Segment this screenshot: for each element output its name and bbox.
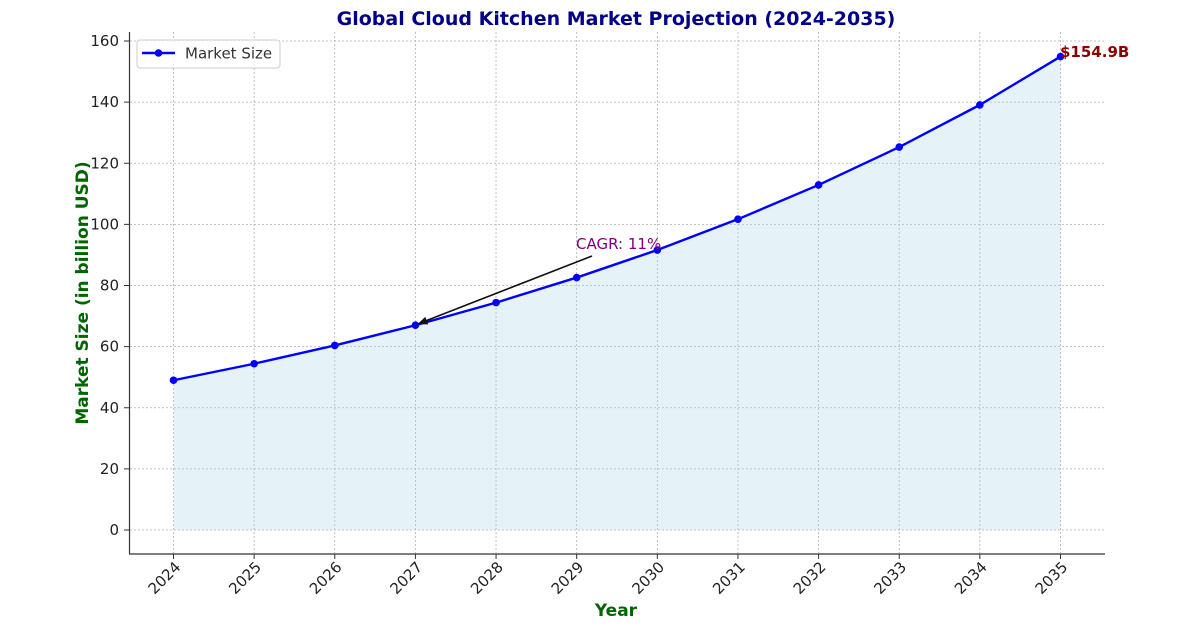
data-point-2026 [330,341,339,350]
x-tick-label: 2031 [709,558,749,598]
data-point-2025 [250,359,258,368]
x-tick-label: 2034 [951,558,991,598]
y-tick-label: 60 [100,338,119,356]
y-tick-label: 120 [90,154,119,172]
grid-lines [130,32,1104,553]
legend-label: Market Size [185,45,272,63]
legend-box [136,39,281,69]
x-tick-label: 2030 [628,558,668,598]
x-tick-label: 2027 [387,558,427,598]
x-axis-label: Year [594,601,638,621]
y-tick-label: 140 [90,93,119,111]
data-point-2027 [411,321,420,330]
chart-title: Global Cloud Kitchen Market Projection (… [337,8,896,30]
data-point-2028 [492,298,500,307]
area-fill [173,56,1061,530]
x-tick-label: 2032 [790,558,830,598]
x-tick-label: 2033 [870,558,910,598]
data-point-2031 [734,215,742,223]
x-tick-label: 2029 [548,558,588,598]
x-axis-ticks: 2024 2025 2026 2027 2028 2029 2030 2031 2032 2033… [145,554,1072,598]
y-tick-label: 160 [90,32,119,50]
y-tick-label: 20 [100,460,119,478]
data-point-2035 [1056,52,1065,61]
x-tick-label: 2024 [145,558,185,598]
legend-marker-icon [154,49,163,57]
annotation-arrow-icon [423,255,593,323]
cagr-label: CAGR: 11% [576,235,661,253]
data-point-2033 [895,143,904,151]
y-tick-label: 100 [90,215,119,233]
arrowhead-icon [417,316,429,325]
data-point-2034 [976,101,984,109]
y-tick-label: 80 [100,277,119,295]
y-tick-label: 40 [100,399,119,417]
axes-spines [128,32,1105,555]
data-point-2024 [169,376,178,385]
series-line-market-size [173,55,1062,382]
data-point-2030 [653,246,662,254]
x-tick-label: 2026 [306,558,346,598]
legend: Market Size [136,39,281,69]
data-point-2032 [814,181,823,189]
x-tick-label: 2025 [225,558,265,598]
end-value-label: $154.9B [1060,43,1129,61]
data-point-2029 [572,273,581,282]
y-tick-label: 0 [109,521,119,539]
x-tick-label: 2035 [1032,558,1072,598]
y-axis-label: Market Size (in billion USD) [73,161,93,424]
data-points [169,52,1065,385]
y-axis-ticks: 0 20 40 60 80 100 120 140 160 [90,32,129,539]
cagr-annotation: CAGR: 11% [417,235,661,325]
x-tick-label: 2028 [467,558,507,598]
